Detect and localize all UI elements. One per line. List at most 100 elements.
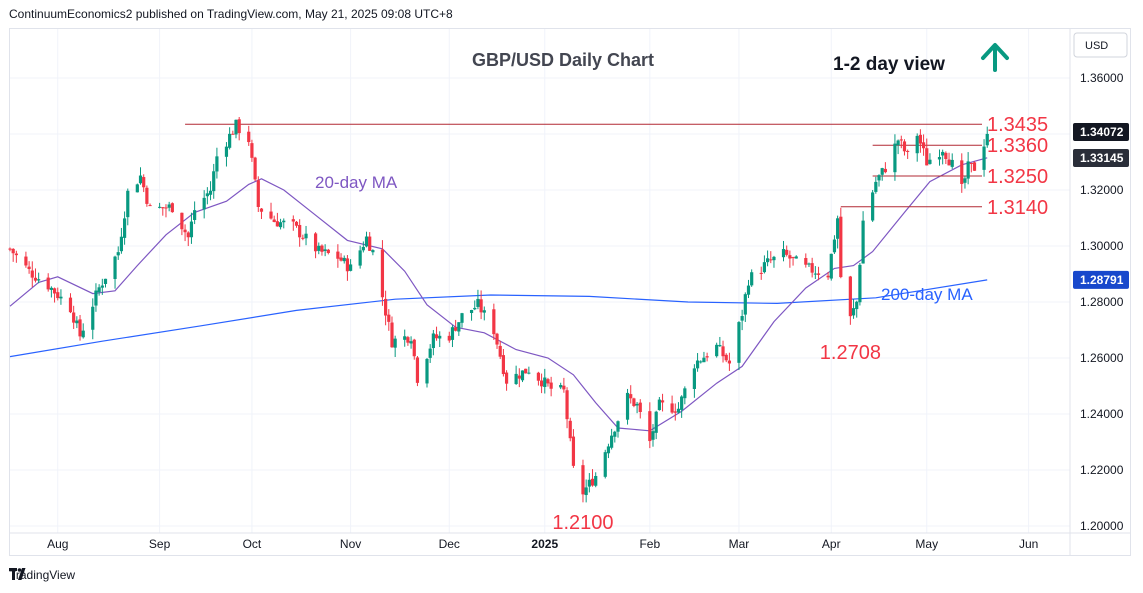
candle-body — [683, 388, 687, 399]
candle-body — [438, 335, 442, 339]
candle-body — [234, 119, 238, 135]
candle — [610, 428, 614, 450]
candle-body — [122, 218, 127, 238]
candle-body — [447, 335, 451, 341]
candle-body — [269, 211, 273, 219]
candle-body — [250, 143, 254, 158]
candle-body — [361, 247, 365, 251]
candle — [504, 370, 509, 391]
candle — [450, 325, 455, 348]
candle — [135, 183, 139, 193]
candle-body — [947, 159, 951, 166]
candle — [78, 314, 82, 341]
candle-body — [294, 221, 299, 226]
candle-body — [520, 370, 525, 381]
candle — [963, 175, 967, 189]
candle — [336, 244, 340, 268]
candle — [113, 255, 117, 289]
candle-body — [565, 390, 569, 420]
candle — [657, 396, 661, 411]
candle-body — [126, 190, 130, 218]
candle — [161, 207, 165, 216]
candle — [654, 410, 658, 440]
candle — [944, 151, 948, 165]
candle — [705, 352, 709, 362]
x-tick-label: May — [915, 537, 938, 551]
candle — [393, 335, 397, 357]
candle — [231, 130, 235, 135]
candle — [228, 127, 232, 150]
candle — [247, 125, 251, 146]
candle-body — [921, 142, 926, 149]
candle-body — [186, 232, 190, 238]
candle — [384, 290, 388, 326]
tradingview-brand: TradingView — [9, 568, 76, 582]
candle — [275, 212, 279, 227]
candle — [673, 403, 677, 421]
candle-body — [164, 207, 168, 209]
candle — [364, 231, 369, 248]
y-tick-label: 1.32000 — [1080, 183, 1124, 197]
candle-body — [750, 272, 754, 286]
candle — [469, 309, 474, 321]
candle — [46, 273, 50, 292]
candle-body — [963, 178, 967, 183]
candle-body — [33, 277, 38, 281]
candle — [183, 224, 187, 242]
candle — [272, 215, 276, 223]
candle-body — [527, 372, 531, 374]
candle-body — [651, 431, 655, 440]
candle-body — [826, 275, 830, 278]
candle — [638, 399, 642, 419]
candle-body — [810, 263, 814, 273]
tradingview-footer[interactable]: TradingView — [9, 568, 75, 582]
candle — [928, 153, 932, 165]
last-price-tag-bg — [1073, 122, 1129, 141]
candle-body — [454, 327, 458, 331]
candle — [810, 257, 814, 278]
candle-body — [68, 297, 73, 313]
candle — [298, 219, 302, 247]
candle-body — [91, 306, 95, 330]
candle-body — [616, 421, 620, 432]
candle — [97, 284, 101, 296]
candle-body — [670, 403, 674, 413]
candle-body — [259, 208, 264, 212]
x-tick-label: Feb — [639, 537, 660, 551]
ma200-line — [9, 279, 988, 358]
candle — [950, 153, 954, 169]
publisher-line: ContinuumEconomics2 published on Trading… — [9, 7, 453, 21]
candle-body — [966, 161, 970, 179]
candle-body — [81, 330, 85, 338]
candle — [769, 251, 773, 264]
chart-frame[interactable] — [9, 28, 1131, 556]
candle-body — [944, 152, 948, 160]
ma200-price-tag-bg — [1073, 270, 1129, 289]
candle — [517, 368, 521, 388]
candle-body — [384, 298, 388, 316]
candle-body — [479, 299, 483, 313]
candle — [727, 352, 731, 371]
candle-body — [660, 400, 665, 403]
candle-body — [371, 250, 375, 253]
x-tick-label: 2025 — [531, 537, 558, 551]
candle — [52, 287, 57, 303]
candle — [189, 212, 194, 244]
candle — [473, 300, 477, 311]
candle — [282, 218, 286, 229]
candle-body — [715, 344, 719, 357]
candle-body — [349, 264, 353, 271]
candle — [941, 149, 945, 165]
ma20-price-tag: 1.33145 — [1080, 151, 1124, 165]
candle — [138, 167, 143, 185]
candle-body — [746, 285, 751, 295]
candle-body — [590, 478, 595, 486]
candle — [501, 349, 505, 377]
candle — [250, 139, 254, 162]
candle — [454, 319, 458, 332]
candle — [613, 430, 617, 443]
candle — [702, 351, 706, 363]
candle — [142, 174, 146, 193]
candle — [937, 149, 942, 166]
